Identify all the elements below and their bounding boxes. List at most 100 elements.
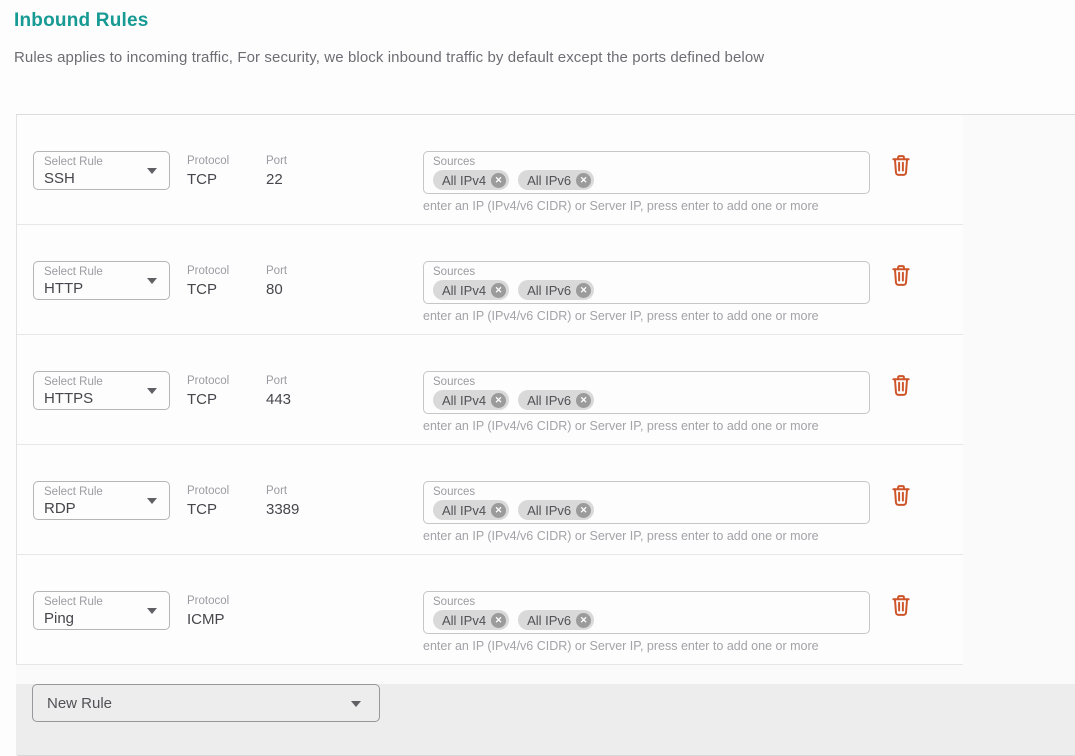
port-value: 22 xyxy=(266,171,283,188)
sources-label: Sources xyxy=(433,486,476,498)
rule-row: Select Rule Ping Protocol ICMP Port Sour… xyxy=(17,555,963,665)
new-rule-dropdown[interactable]: New Rule xyxy=(32,684,380,722)
source-chip: All IPv4 ✕ xyxy=(433,170,510,190)
delete-rule-button[interactable] xyxy=(892,595,910,616)
delete-rule-button[interactable] xyxy=(892,375,910,396)
sources-input[interactable]: Sources All IPv4 ✕ All IPv6 ✕ xyxy=(423,261,870,304)
port-label: Port xyxy=(266,265,288,277)
port-value: 3389 xyxy=(266,501,300,518)
sources-label: Sources xyxy=(433,266,476,278)
chip-remove-icon[interactable]: ✕ xyxy=(576,172,592,188)
sources-label: Sources xyxy=(433,596,476,608)
select-rule-dropdown[interactable]: Select Rule SSH xyxy=(33,151,170,190)
chip-remove-icon[interactable]: ✕ xyxy=(491,502,507,518)
caret-down-icon xyxy=(147,168,157,174)
select-rule-dropdown[interactable]: Select Rule HTTP xyxy=(33,261,170,300)
port-label: Port xyxy=(266,375,288,387)
protocol-label: Protocol xyxy=(187,375,230,387)
rules-list: Select Rule SSH Protocol TCP Port 22 Sou… xyxy=(16,115,963,665)
select-rule-value: RDP xyxy=(44,500,76,517)
page-header: Inbound Rules Rules applies to incoming … xyxy=(14,10,1061,66)
select-rule-value: HTTPS xyxy=(44,390,94,407)
source-chip-label: All IPv6 xyxy=(527,282,572,298)
protocol-field: Protocol ICMP xyxy=(187,595,229,628)
protocol-label: Protocol xyxy=(187,485,230,497)
sources-input[interactable]: Sources All IPv4 ✕ All IPv6 ✕ xyxy=(423,151,870,194)
select-rule-label: Select Rule xyxy=(44,486,103,498)
sources-field: Sources All IPv4 ✕ All IPv6 ✕ enter an I… xyxy=(423,371,870,434)
protocol-label: Protocol xyxy=(187,155,230,167)
caret-down-icon xyxy=(147,608,157,614)
select-rule-value: SSH xyxy=(44,170,75,187)
protocol-value: TCP xyxy=(187,171,217,188)
sources-field: Sources All IPv4 ✕ All IPv6 ✕ enter an I… xyxy=(423,151,870,214)
protocol-value: ICMP xyxy=(187,611,225,628)
trash-icon xyxy=(892,265,910,286)
source-chip: All IPv6 ✕ xyxy=(518,280,595,300)
new-rule-label: New Rule xyxy=(47,694,113,712)
select-rule-dropdown[interactable]: Select Rule RDP xyxy=(33,481,170,520)
select-rule-dropdown[interactable]: Select Rule Ping xyxy=(33,591,170,630)
source-chip: All IPv4 ✕ xyxy=(433,610,510,630)
trash-icon xyxy=(892,375,910,396)
sources-label: Sources xyxy=(433,376,476,388)
chip-remove-icon[interactable]: ✕ xyxy=(576,502,592,518)
chip-remove-icon[interactable]: ✕ xyxy=(491,282,507,298)
rule-row: Select Rule HTTPS Protocol TCP Port 443 … xyxy=(17,335,963,445)
sources-hint: enter an IP (IPv4/v6 CIDR) or Server IP,… xyxy=(423,309,819,323)
trash-icon xyxy=(892,155,910,176)
port-field: Port 443 xyxy=(266,375,291,408)
source-chip: All IPv6 ✕ xyxy=(518,500,595,520)
sources-hint: enter an IP (IPv4/v6 CIDR) or Server IP,… xyxy=(423,419,819,433)
protocol-field: Protocol TCP xyxy=(187,485,229,518)
sources-field: Sources All IPv4 ✕ All IPv6 ✕ enter an I… xyxy=(423,481,870,544)
select-rule-value: HTTP xyxy=(44,280,84,297)
sources-hint: enter an IP (IPv4/v6 CIDR) or Server IP,… xyxy=(423,199,819,213)
sources-input[interactable]: Sources All IPv4 ✕ All IPv6 ✕ xyxy=(423,481,870,524)
protocol-value: TCP xyxy=(187,391,217,408)
source-chip: All IPv6 ✕ xyxy=(518,170,595,190)
source-chip: All IPv6 ✕ xyxy=(518,390,595,410)
sources-chips: All IPv4 ✕ All IPv6 ✕ xyxy=(433,610,860,630)
source-chip-label: All IPv4 xyxy=(442,612,487,628)
chip-remove-icon[interactable]: ✕ xyxy=(576,612,592,628)
caret-down-icon xyxy=(147,498,157,504)
sources-chips: All IPv4 ✕ All IPv6 ✕ xyxy=(433,500,860,520)
rules-footer: New Rule xyxy=(16,684,1075,756)
rule-row: Select Rule RDP Protocol TCP Port 3389 S… xyxy=(17,445,963,555)
select-rule-value: Ping xyxy=(44,610,75,627)
sources-input[interactable]: Sources All IPv4 ✕ All IPv6 ✕ xyxy=(423,591,870,634)
chip-remove-icon[interactable]: ✕ xyxy=(576,392,592,408)
chip-remove-icon[interactable]: ✕ xyxy=(576,282,592,298)
port-value: 443 xyxy=(266,391,292,408)
sources-input[interactable]: Sources All IPv4 ✕ All IPv6 ✕ xyxy=(423,371,870,414)
inbound-rules-panel: Select Rule SSH Protocol TCP Port 22 Sou… xyxy=(16,114,1075,756)
chip-remove-icon[interactable]: ✕ xyxy=(491,172,507,188)
delete-rule-button[interactable] xyxy=(892,485,910,506)
port-field: Port 22 xyxy=(266,155,287,188)
sources-field: Sources All IPv4 ✕ All IPv6 ✕ enter an I… xyxy=(423,261,870,324)
select-rule-dropdown[interactable]: Select Rule HTTPS xyxy=(33,371,170,410)
protocol-label: Protocol xyxy=(187,595,230,607)
sources-label: Sources xyxy=(433,156,476,168)
chip-remove-icon[interactable]: ✕ xyxy=(491,612,507,628)
delete-rule-button[interactable] xyxy=(892,265,910,286)
sources-hint: enter an IP (IPv4/v6 CIDR) or Server IP,… xyxy=(423,639,819,653)
sources-hint: enter an IP (IPv4/v6 CIDR) or Server IP,… xyxy=(423,529,819,543)
page-title: Inbound Rules xyxy=(14,10,149,31)
source-chip-label: All IPv4 xyxy=(442,172,487,188)
source-chip-label: All IPv6 xyxy=(527,612,572,628)
protocol-field: Protocol TCP xyxy=(187,375,229,408)
sources-chips: All IPv4 ✕ All IPv6 ✕ xyxy=(433,170,860,190)
caret-down-icon xyxy=(147,388,157,394)
source-chip: All IPv4 ✕ xyxy=(433,500,510,520)
chip-remove-icon[interactable]: ✕ xyxy=(491,392,507,408)
source-chip-label: All IPv6 xyxy=(527,172,572,188)
delete-rule-button[interactable] xyxy=(892,155,910,176)
port-field: Port 3389 xyxy=(266,485,299,518)
source-chip-label: All IPv4 xyxy=(442,392,487,408)
source-chip: All IPv4 ✕ xyxy=(433,390,510,410)
source-chip: All IPv4 ✕ xyxy=(433,280,510,300)
caret-down-icon xyxy=(147,278,157,284)
caret-down-icon xyxy=(351,701,361,707)
